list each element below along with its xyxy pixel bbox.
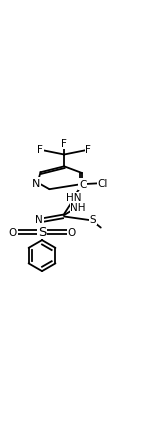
- Text: NH: NH: [70, 202, 86, 212]
- Text: S: S: [38, 226, 46, 239]
- Text: HN: HN: [66, 193, 82, 203]
- Text: S: S: [90, 215, 96, 225]
- Text: F: F: [61, 139, 67, 149]
- Text: N: N: [35, 214, 43, 224]
- Text: N: N: [32, 178, 40, 188]
- Text: Cl: Cl: [97, 179, 108, 189]
- Text: C: C: [79, 180, 86, 190]
- Text: O: O: [67, 227, 75, 237]
- Text: F: F: [85, 145, 91, 155]
- Text: F: F: [37, 145, 43, 155]
- Text: O: O: [9, 227, 17, 237]
